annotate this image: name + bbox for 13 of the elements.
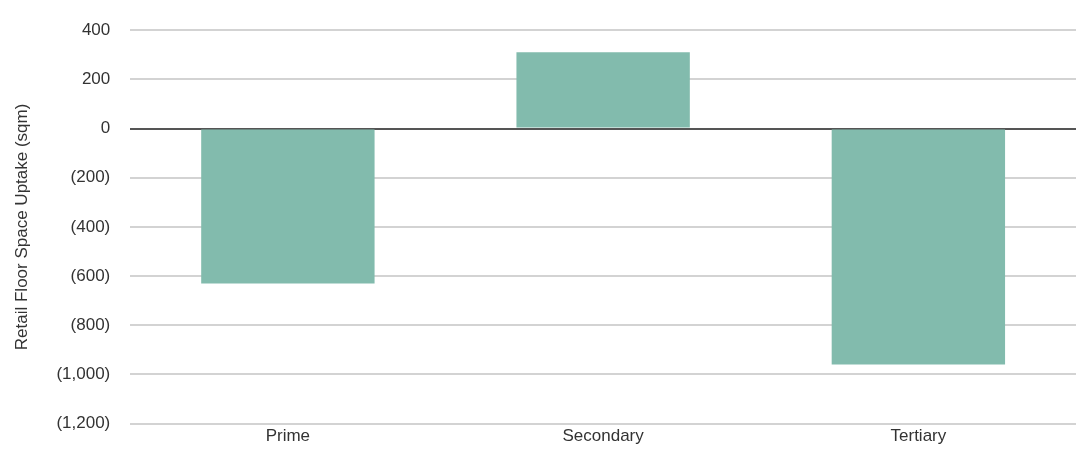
y-tick-label: 0 [100,118,111,138]
y-tick-label: (800) [70,314,111,334]
y-tick-label: (1,200) [56,413,111,433]
y-tick-label: (1,000) [56,364,111,384]
y-tick-label: (200) [70,167,111,187]
y-tick-label: 400 [81,19,111,39]
y-tick-label: (400) [70,216,111,236]
y-tick-label: (600) [70,265,111,285]
x-tick-label: Tertiary [890,426,947,446]
y-axis-title: Retail Floor Space Uptake (sqm) [11,103,31,351]
y-tick-label: 200 [81,69,111,89]
x-tick-label: Secondary [562,426,645,446]
x-tick-label: Prime [265,426,311,446]
